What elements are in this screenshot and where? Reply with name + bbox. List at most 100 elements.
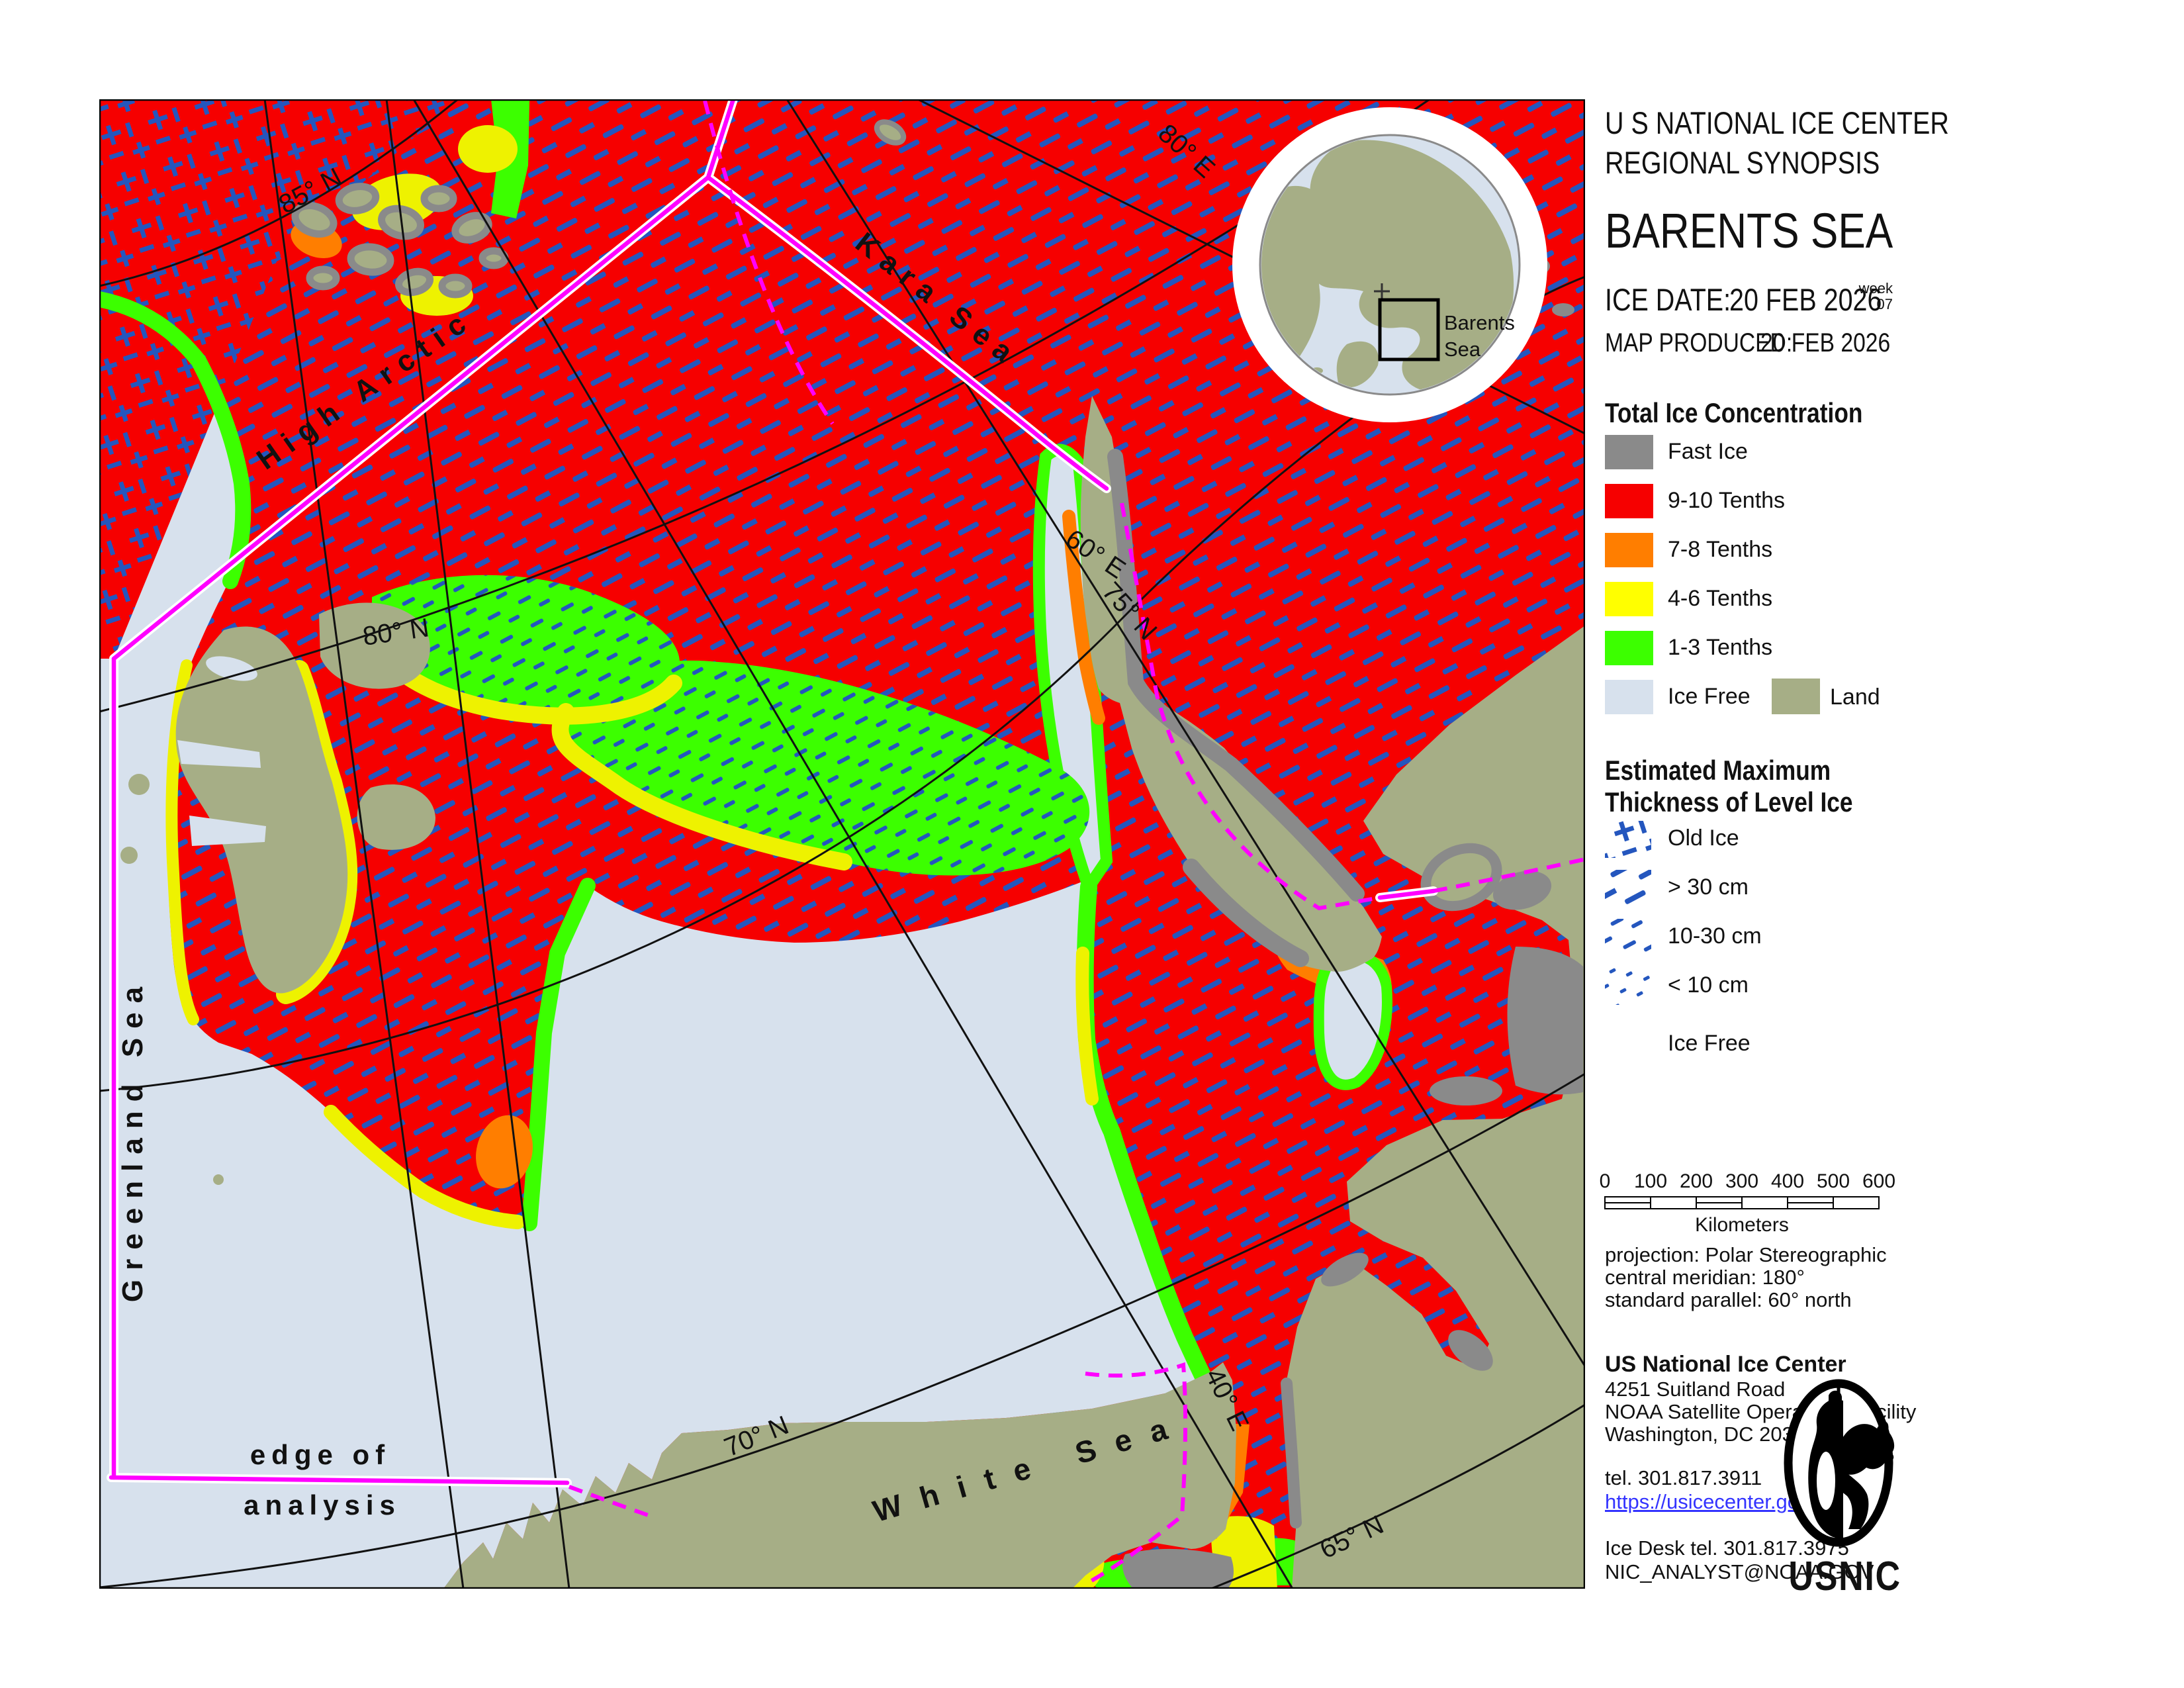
fast-ice-nz-east [1107,449,1365,902]
ice-edge-green-band-wedge [522,878,596,1231]
scale-unit: Kilometers [1695,1214,1789,1236]
globe-land [1261,140,1514,393]
map-produced-label: MAP PRODUCED: [1605,328,1793,357]
concentration-legend-title: Total Ice Concentration [1605,397,1863,428]
climatology-edge-white-sea [1085,1362,1188,1585]
inset-extent-box [1378,298,1440,361]
org-title-line2: REGIONAL SYNOPSIS [1605,145,1880,180]
latitude-70n [99,1072,1586,1589]
thickness-row--10-cm: < 10 cm [1605,968,1749,1005]
land-franz-josef-land [291,183,509,299]
thickness-swatch-icon [1605,968,1651,1005]
scale-tick: 200 [1679,1170,1713,1192]
thickness-label: 10-30 cm [1668,923,1762,949]
climatology-edge-fjl [703,100,835,425]
week-label: week [1858,280,1893,297]
ice-date-label: ICE DATE: [1605,282,1731,317]
fjord-3 [206,656,257,681]
land-islet-1 [128,774,150,795]
inset-label-line2: Sea [1444,338,1481,361]
contact-tel: tel. 301.817.3911 [1605,1466,1762,1489]
projection-line1: projection: Polar Stereographic [1605,1243,1887,1266]
fast-ice-yugorsky [1492,870,1552,910]
contact-email: NIC_ANALYST@NOAA.GOV [1605,1560,1874,1583]
old-ice-hatching [99,99,457,659]
legend-label: 7-8 Tenths [1668,536,1773,562]
thickness-label: Ice Free [1668,1030,1751,1056]
fjord-1 [177,740,261,768]
fast-ice-throat [1281,1378,1302,1528]
projection-line2: central meridian: 180° [1605,1266,1805,1289]
thickness-legend-title2: Thickness of Level Ice [1605,786,1853,818]
usnic-logo-icon [1784,1379,1895,1547]
projection-line3: standard parallel: 60° north [1605,1288,1852,1311]
ice-4-6-lobe-fringe [324,1105,525,1229]
land-russia-northeast [1285,626,1585,1589]
scale-bar: 0 100 200 300 400 500 600 Kilometers [1600,1170,1895,1237]
land-spitsbergen [175,626,348,994]
pechora-polynya [1313,950,1392,1090]
scale-tick: 600 [1862,1170,1896,1192]
graticule [99,98,1586,1590]
thickness-label: Old Ice [1668,825,1739,851]
meridian-10e [263,99,465,1589]
tongue-hatching [560,660,1090,876]
legend-label: 9-10 Tenths [1668,487,1786,513]
contact-name: US National Ice Center [1605,1352,1846,1377]
fast-ice-island-3 [1552,303,1574,316]
ice-4-6-tongue-fringe [551,703,852,870]
map-produced-value: 20 FEB 2026 [1760,328,1891,357]
latitude-65n [1210,1403,1586,1590]
land-scandinavia-kola [443,1362,1236,1589]
climatology-edge-finnmark [568,1485,655,1519]
legend-label: 1-3 Tenths [1668,634,1773,660]
scale-tick: 0 [1599,1170,1611,1192]
week-number: 07 [1876,296,1893,312]
legend-swatch [1605,680,1653,714]
land-islet-2 [120,847,138,864]
inset-label-line1: Barents [1444,311,1515,334]
ice-desk-tel: Ice Desk tel. 301.817.3975 [1605,1536,1849,1560]
ice-4-6-se-edge [1075,947,1099,1105]
website-link[interactable]: https://usicecenter.gov [1605,1490,1809,1513]
thickness-swatch-icon [1605,870,1651,907]
legend-label: 4-6 Tenths [1668,585,1773,611]
ice-4-6-fjl-3 [458,125,518,173]
fast-ice-nz-south [1183,859,1309,967]
thickness-swatch-icon [1605,821,1651,858]
meridian-20e [385,99,570,1589]
globe-inset: Barents Sea [1232,107,1547,422]
legend-swatch [1605,582,1653,616]
thickness-row--30-cm: > 30 cm [1605,870,1749,907]
legend-swatch [1605,533,1653,567]
boundary-kara-sea [705,175,1109,491]
fast-ice-chesha [1448,1330,1493,1371]
map-label-analysis: analysis [244,1489,401,1521]
boundary-edge-of-analysis [109,1475,570,1485]
latitude-80n [99,98,1430,713]
usnic-logo [1782,1378,1895,1555]
ice-7-8-nz-west [1062,510,1105,725]
climatology-edge-nz [1120,502,1586,911]
fjord-2 [189,816,266,846]
latitude-85n [99,98,459,287]
scale-tick: 300 [1725,1170,1759,1192]
meridian-60e [786,99,1586,1367]
map-label-greenland-sea: Greenland Sea [116,978,149,1302]
thickness-row-10-30-cm: 10-30 cm [1605,919,1762,956]
contact-addr1: 4251 Suitland Road [1605,1378,1786,1401]
thickness-swatch-icon [1605,919,1651,956]
ice-edge-green-band-west [91,291,251,589]
ice-date-value: 20 FEB 2026 [1729,282,1882,317]
land-bear-island [213,1174,224,1185]
boundary-kara-gate [1377,888,1436,900]
thickness-label: > 30 cm [1668,874,1749,900]
legend-swatch [1605,631,1653,665]
thickness-label: < 10 cm [1668,972,1749,998]
meridian-40e [412,99,1294,1589]
globe-ring [1232,107,1547,422]
region-boundaries [107,95,1586,1585]
fast-ice-white-sea [1122,1548,1234,1589]
region-title: BARENTS SEA [1605,203,1893,258]
